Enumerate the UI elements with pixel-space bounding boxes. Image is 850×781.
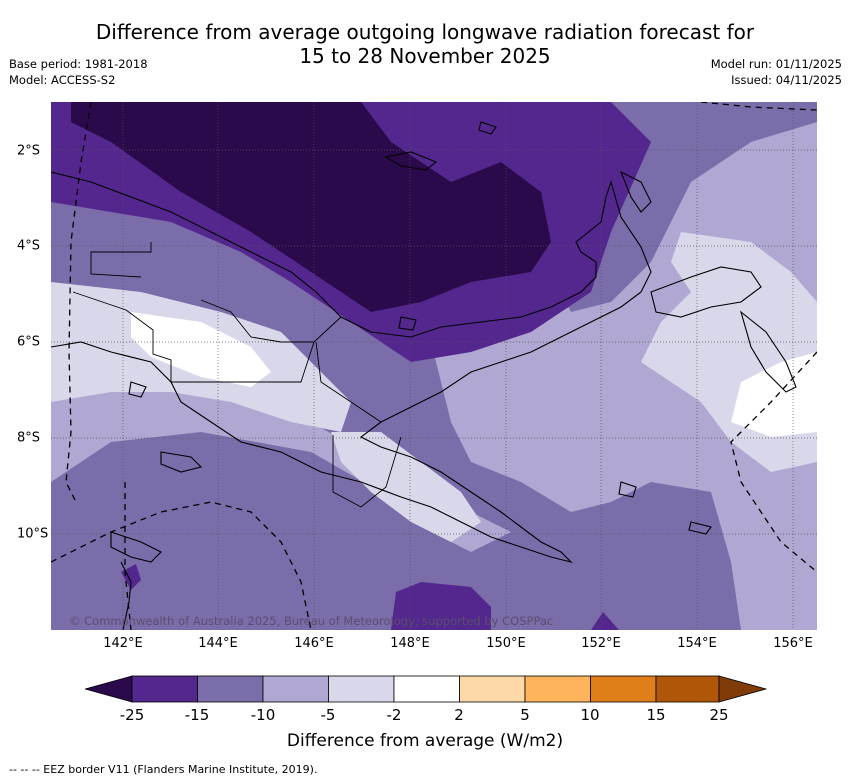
lon-label-152: 152°E xyxy=(581,636,621,651)
cbar-tick: -10 xyxy=(250,706,276,724)
cbar-tick: -5 xyxy=(320,706,336,724)
cbar-tick: -2 xyxy=(386,706,402,724)
base-period: Base period: 1981-2018 xyxy=(9,57,148,71)
anomaly-blob-sw xyxy=(121,564,141,590)
province-borders xyxy=(72,242,402,508)
cbar-seg-p2-p5 xyxy=(459,675,526,703)
map-gridlines xyxy=(51,102,817,630)
chart-title-line1: Difference from average outgoing longwav… xyxy=(95,20,755,44)
cbar-tick: 5 xyxy=(520,706,530,724)
cbar-tick: -25 xyxy=(119,706,145,724)
cbar-seg-p10-p15 xyxy=(590,675,657,703)
lon-label-144: 144°E xyxy=(198,636,238,651)
anomaly-blob-bottom xyxy=(391,582,491,630)
cbar-tick: -15 xyxy=(184,706,210,724)
map-copyright: © Commonwealth of Australia 2025, Bureau… xyxy=(69,614,554,628)
map-panel xyxy=(51,102,817,630)
meta-right: Model run: 01/11/2025 Issued: 04/11/2025 xyxy=(711,56,842,88)
lat-label-4s: 4°S xyxy=(17,238,41,254)
lon-label-142: 142°E xyxy=(103,636,143,651)
cbar-extend-high xyxy=(718,675,767,703)
cbar-seg-p5-p10 xyxy=(524,675,591,703)
lon-label-156: 156°E xyxy=(773,636,813,651)
cbar-tick: 2 xyxy=(454,706,464,724)
cbar-tick: 10 xyxy=(580,706,600,724)
model-run: Model run: 01/11/2025 xyxy=(710,57,842,71)
cbar-tick: 25 xyxy=(709,706,729,724)
lon-label-148: 148°E xyxy=(390,636,430,651)
cbar-seg-m2-p2 xyxy=(393,675,460,703)
anomaly-patch-near-zero-east xyxy=(731,352,817,437)
anomaly-band-m15 xyxy=(51,162,741,630)
anomaly-patch-near-zero-west xyxy=(131,312,271,387)
cbar-seg-m15-m10 xyxy=(197,675,264,703)
chart-title-line2: 15 to 28 November 2025 xyxy=(299,44,551,68)
cbar-seg-m5-m2 xyxy=(328,675,395,703)
lat-label-2s: 2°S xyxy=(17,143,41,159)
meta-left: Base period: 1981-2018 Model: ACCESS-S2 xyxy=(9,56,148,88)
anomaly-core-lt-m25 xyxy=(71,102,551,312)
cbar-tick: 15 xyxy=(646,706,666,724)
anomaly-blob-bottom2 xyxy=(591,612,619,630)
anomaly-patch-m5-south xyxy=(331,432,481,542)
lat-label-6s: 6°S xyxy=(17,334,41,350)
issued-date: Issued: 04/11/2025 xyxy=(731,73,842,87)
cbar-extend-low xyxy=(85,675,133,703)
cbar-seg-m25-m15 xyxy=(131,675,198,703)
lon-label-150: 150°E xyxy=(486,636,526,651)
colorbar-label: Difference from average (W/m2) xyxy=(286,731,564,751)
colorbar xyxy=(85,675,767,703)
lat-label-8s: 8°S xyxy=(17,430,41,446)
eez-border-lines xyxy=(51,102,817,630)
eez-footnote: -- -- -- EEZ border V11 (Flanders Marine… xyxy=(9,763,318,776)
lon-label-146: 146°E xyxy=(294,636,334,651)
model-name: Model: ACCESS-S2 xyxy=(9,73,116,87)
cbar-seg-m10-m5 xyxy=(262,675,329,703)
lat-label-10s: 10°S xyxy=(17,526,49,542)
cbar-seg-p15-p25 xyxy=(655,675,720,703)
lon-label-154: 154°E xyxy=(677,636,717,651)
coastlines xyxy=(51,121,797,630)
